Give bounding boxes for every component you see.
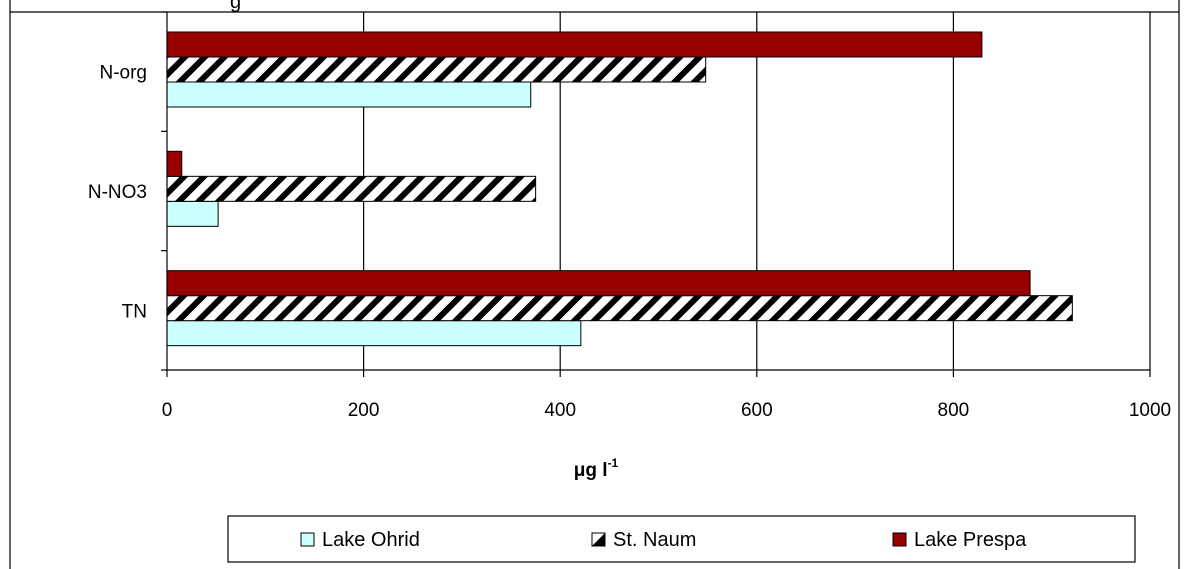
- bar-tn-lake-ohrid: [166, 320, 582, 347]
- x-tick-label-0: 0: [162, 400, 173, 421]
- bar-n-no3-lake-ohrid: [166, 200, 219, 227]
- legend: Lake Ohrid St. Naum Lake Prespa: [227, 515, 1136, 563]
- chart-title-partial: g: [230, 0, 241, 13]
- x-axis-title: μg l-1: [574, 456, 619, 481]
- bar-n-org-st-naum: [166, 56, 707, 83]
- category-label-n-no3: N-NO3: [88, 182, 147, 203]
- bar-n-org-lake-prespa: [166, 31, 983, 58]
- legend-label-lake-ohrid: Lake Ohrid: [322, 529, 420, 551]
- x-tick-label-400: 400: [544, 400, 576, 421]
- x-tick-label-600: 600: [741, 400, 773, 421]
- x-tick-label-1000: 1000: [1129, 400, 1171, 421]
- legend-label-lake-prespa: Lake Prespa: [914, 529, 1027, 551]
- legend-box: [227, 515, 1136, 563]
- legend-swatch-st-naum-hatch: [592, 533, 605, 546]
- legend-swatch-lake-ohrid: [300, 532, 315, 547]
- legend-item-st-naum: St. Naum: [591, 529, 696, 551]
- bar-n-no3-lake-prespa: [166, 150, 183, 177]
- bar-n-no3-st-naum: [166, 175, 537, 202]
- chart-border: [9, 0, 1180, 569]
- category-label-n-org: N-org: [99, 63, 147, 84]
- legend-item-lake-ohrid: Lake Ohrid: [300, 529, 420, 551]
- x-tick-label-200: 200: [348, 400, 380, 421]
- bar-tn-st-naum: [166, 295, 1073, 322]
- category-label-tn: TN: [122, 301, 147, 322]
- legend-swatch-lake-prespa: [892, 532, 907, 547]
- plot-area: N-org N-NO3 TN 0 200 400 600 800 1000: [88, 11, 1171, 421]
- bar-n-org-lake-ohrid: [166, 81, 532, 108]
- legend-item-lake-prespa: Lake Prespa: [892, 529, 1027, 551]
- legend-label-st-naum: St. Naum: [613, 529, 696, 551]
- x-tick-label-800: 800: [938, 400, 970, 421]
- bar-tn-lake-prespa: [166, 270, 1031, 297]
